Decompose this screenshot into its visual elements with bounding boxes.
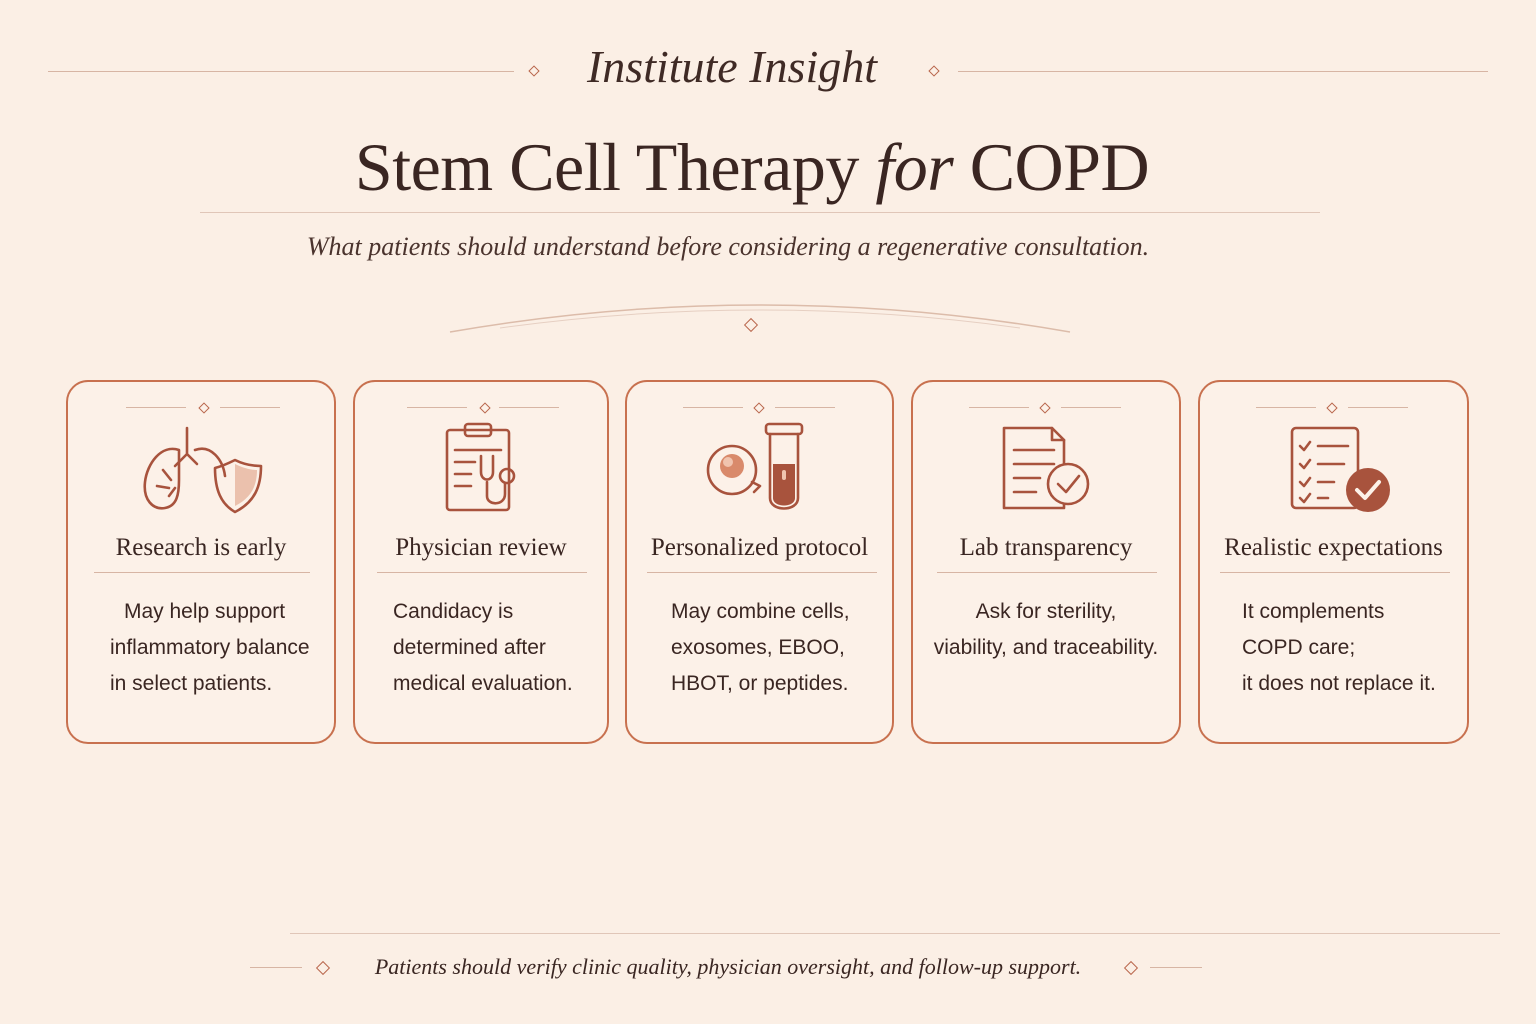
card-body-line: inflammatory balance: [110, 636, 310, 659]
eyebrow-text: Institute Insight: [586, 41, 878, 92]
card-divider: [94, 572, 310, 573]
card-divider: [377, 572, 587, 573]
card-body-line: HBOT, or peptides.: [671, 672, 849, 695]
card-body-line: medical evaluation.: [393, 672, 573, 695]
card-title: Realistic expectations: [1224, 534, 1443, 561]
card-body-line: Candidacy is: [393, 600, 514, 623]
card-body-line: Ask for sterility,: [975, 600, 1117, 623]
card-title: Physician review: [395, 534, 567, 561]
card-body-line: May combine cells,: [671, 600, 850, 623]
card-body-line: viability, and traceability.: [933, 636, 1159, 659]
clipboard-stethoscope-icon: [445, 422, 516, 512]
card-body: May combine cells, exosomes, EBOO, HBOT,…: [627, 594, 892, 702]
card-top-ornament: [627, 402, 892, 414]
subtitle: What patients should understand before c…: [306, 232, 1150, 261]
page-title: Stem Cell Therapy for COPD: [0, 128, 1520, 207]
footer-rule-left: [250, 967, 302, 968]
footer-top-rule: [290, 933, 1500, 934]
title-end: COPD: [969, 129, 1150, 205]
card-body: May help support inflammatory balance in…: [68, 594, 334, 702]
card-body: Ask for sterility, viability, and tracea…: [913, 594, 1179, 666]
card-top-ornament: [68, 402, 334, 414]
card-title: Research is early: [115, 534, 287, 561]
title-underline: [200, 212, 1320, 213]
card-divider: [1220, 572, 1450, 573]
card-body-line: determined after: [393, 636, 546, 659]
card-body: Candidacy is determined after medical ev…: [355, 594, 607, 702]
card-divider: [647, 572, 877, 573]
footer-rule-right: [1150, 967, 1202, 968]
eyebrow-rule-right: [958, 71, 1488, 72]
card-top-ornament: [355, 402, 607, 414]
card-top-ornament: [913, 402, 1179, 414]
eyebrow-rule-left: [48, 71, 514, 72]
card-body-line: it does not replace it.: [1242, 672, 1436, 695]
footer-note: Patients should verify clinic quality, p…: [374, 954, 1082, 979]
card-divider: [937, 572, 1157, 573]
card-body: It complements COPD care; it does not re…: [1200, 594, 1467, 702]
ornament-arc: [449, 304, 1071, 333]
checklist-check-icon: [1290, 426, 1390, 512]
card-body-line: May help support: [124, 600, 286, 623]
card-personalized-protocol: Personalized protocol May combine cells,…: [625, 380, 894, 744]
card-body-line: COPD care;: [1242, 636, 1356, 659]
document-check-icon: [1002, 426, 1090, 510]
card-title: Personalized protocol: [650, 534, 869, 561]
card-top-ornament: [1200, 402, 1467, 414]
card-physician-review: Physician review Candidacy is determined…: [353, 380, 609, 744]
card-body-line: exosomes, EBOO,: [671, 636, 845, 659]
card-realistic-expectations: Realistic expectations It complements CO…: [1198, 380, 1469, 744]
card-body-line: in select patients.: [110, 672, 273, 695]
cell-vial-icon: [706, 422, 803, 510]
card-body-line: It complements: [1242, 600, 1385, 623]
card-title: Lab transparency: [959, 534, 1133, 561]
title-main: Stem Cell Therapy: [354, 129, 859, 205]
card-research-is-early: Research is early May help support infla…: [66, 380, 336, 744]
lungs-shield-icon: [143, 426, 263, 514]
card-lab-transparency: Lab transparency Ask for sterility, viab…: [911, 380, 1181, 744]
title-for: for: [875, 129, 954, 205]
